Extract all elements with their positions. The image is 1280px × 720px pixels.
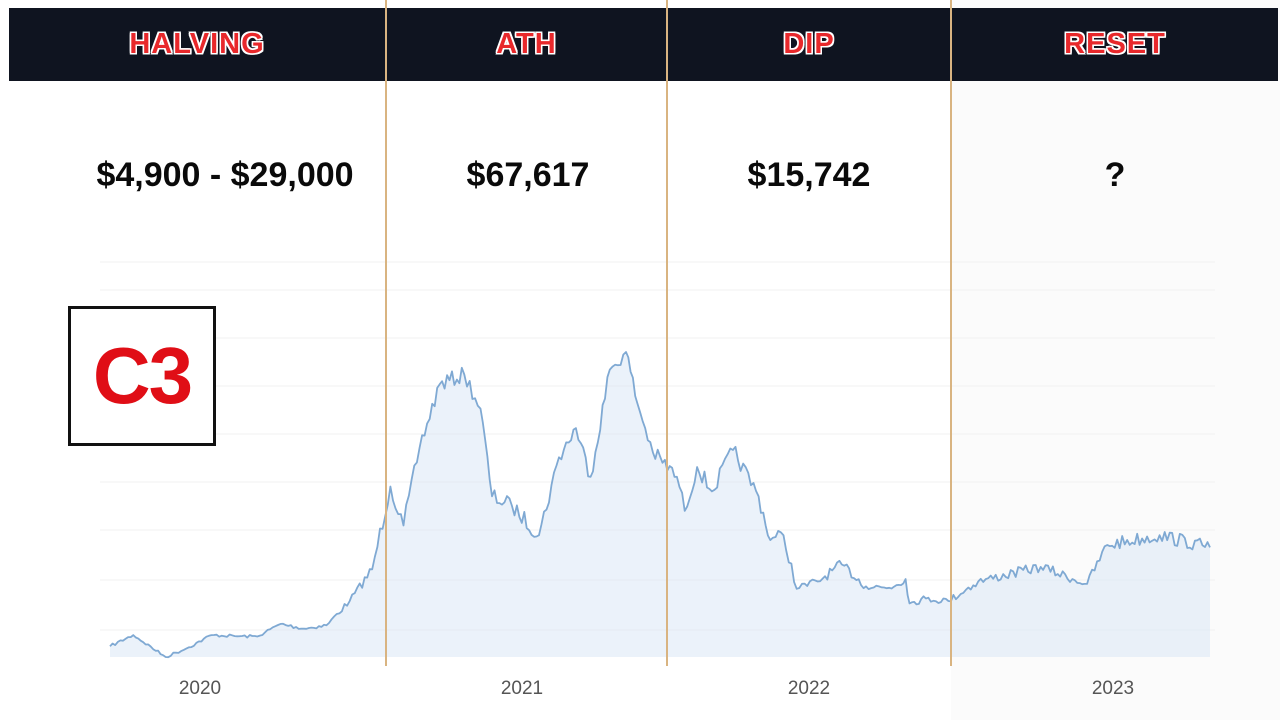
price-area (110, 352, 1210, 658)
phase-label-dip: DIP (783, 28, 835, 60)
phase-header-reset: RESET (952, 8, 1278, 81)
phase-header-halving: HALVING (9, 8, 385, 81)
phase-divider-2 (666, 0, 668, 666)
phase-label-halving: HALVING (129, 28, 265, 60)
x-tick-label: 2023 (1091, 678, 1135, 699)
phase-label-reset: RESET (1064, 28, 1166, 60)
phase-price-dip: $15,742 (747, 156, 871, 194)
cycle-badge-text: C3 (92, 331, 193, 420)
phase-header-ath: ATH (387, 8, 666, 81)
cycle-badge: C3 (68, 306, 216, 446)
phase-divider-3 (950, 0, 952, 666)
x-tick-label: 2021 (500, 678, 544, 699)
phase-price-halving: $4,900 - $29,000 (96, 156, 354, 194)
phase-price-reset: ? (1104, 156, 1126, 194)
phase-header-dip: DIP (668, 8, 950, 81)
phase-label-ath: ATH (496, 28, 557, 60)
x-tick-label: 2022 (787, 678, 831, 699)
phase-price-ath: $67,617 (466, 156, 590, 194)
price-line (109, 351, 1211, 659)
x-tick-label: 2020 (178, 678, 222, 699)
phase-divider-1 (385, 0, 387, 666)
